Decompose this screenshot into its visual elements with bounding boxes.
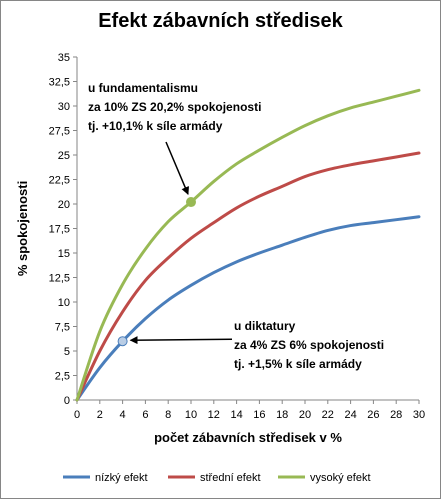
highlight-point-dictatorship: [117, 336, 128, 347]
y-tick-label: 7,5: [55, 322, 70, 334]
legend-label-1: nízký efekt: [95, 472, 148, 484]
x-tick-label: 12: [208, 409, 220, 421]
x-tick-label: 2: [97, 409, 103, 421]
chart-title: Efekt zábavních středisek: [98, 10, 343, 32]
legend-label-3: vysoký efekt: [310, 472, 371, 484]
y-tick-label: 2,5: [55, 371, 70, 383]
y-tick-label: 27,5: [49, 126, 70, 138]
x-tick-label: 26: [367, 409, 379, 421]
series-line-2: [75, 151, 421, 402]
series-line-3: [75, 88, 421, 402]
x-axis-title: počet zábavních středisek v %: [154, 430, 342, 445]
annotation-dictatorship-line: u diktatury: [234, 319, 296, 333]
legend-label-2: střední efekt: [200, 472, 261, 484]
x-tick-label: 0: [74, 409, 80, 421]
x-tick-label: 16: [253, 409, 265, 421]
y-tick-label: 32,5: [49, 77, 70, 89]
y-tick-label: 25: [58, 150, 70, 162]
y-tick-label: 15: [58, 248, 70, 260]
annotation-fundamentalism-line: za 10% ZS 20,2% spokojenosti: [88, 100, 261, 114]
annotation-dictatorship-line: za 4% ZS 6% spokojenosti: [234, 338, 384, 352]
x-tick-label: 14: [230, 409, 242, 421]
x-tick-label: 10: [185, 409, 197, 421]
x-tick-label: 6: [142, 409, 148, 421]
y-axis-title: % spokojenosti: [15, 181, 30, 276]
series-line-1: [75, 215, 421, 402]
x-tick-label: 22: [322, 409, 334, 421]
x-tick-label: 8: [165, 409, 171, 421]
annotation-fundamentalism-line: u fundamentalismu: [88, 81, 198, 95]
annotation-fundamentalism-arrow: [165, 141, 189, 195]
y-tick-label: 30: [58, 101, 70, 113]
y-tick-label: 20: [58, 199, 70, 211]
y-tick-label: 0: [64, 395, 70, 407]
annotation-fundamentalism-line: tj. +10,1% k síle armády: [88, 119, 223, 133]
x-tick-label: 28: [390, 409, 402, 421]
y-tick-label: 12,5: [49, 273, 70, 285]
annotation-dictatorship-arrow: [129, 336, 233, 345]
x-tick-label: 20: [299, 409, 311, 421]
y-tick-label: 10: [58, 297, 70, 309]
y-tick-label: 5: [64, 346, 70, 358]
annotation-dictatorship-line: tj. +1,5% k síle armády: [234, 357, 362, 371]
x-tick-label: 18: [276, 409, 288, 421]
x-tick-label: 30: [413, 409, 425, 421]
y-tick-label: 22,5: [49, 175, 70, 187]
y-tick-label: 17,5: [49, 224, 70, 236]
x-tick-label: 4: [120, 409, 126, 421]
x-tick-label: 24: [344, 409, 356, 421]
highlight-point-fundamentalism: [186, 197, 196, 208]
y-tick-label: 35: [58, 52, 70, 64]
